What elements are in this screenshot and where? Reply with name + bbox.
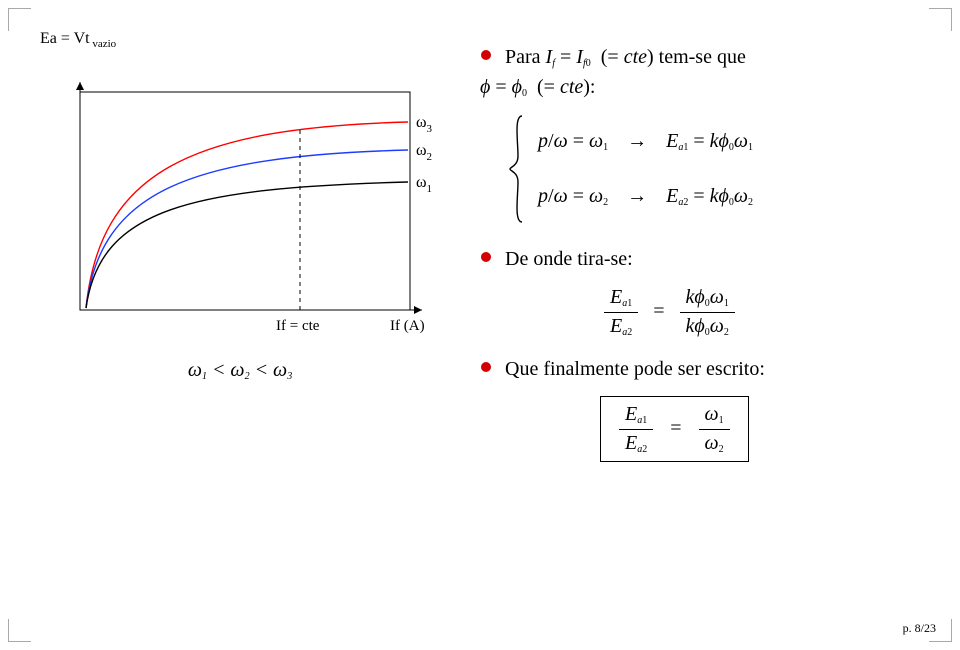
frac-Ea: Ea1 Ea2 (604, 286, 638, 338)
case-1-rhs: Ea1 = kϕ0ω1 (666, 130, 753, 152)
case-2-lhs: p/ω = ω2 (538, 185, 608, 207)
svg-text:ω1: ω1 (416, 174, 432, 195)
case-2-rhs: Ea2 = kϕ0ω2 (666, 185, 753, 207)
bullet-3: Que finalmente pode ser escrito: (480, 352, 930, 384)
cases-group: p/ω = ω1 → Ea1 = kϕ0ω1 p/ω = ω2 → Ea2 = … (508, 114, 930, 224)
right-column: Para If = If0 (= cte) tem-se queϕ = ϕ0 (… (480, 40, 930, 462)
arrow-icon: → (627, 185, 647, 208)
left-column: Ea = Vt vazio ω3 ω2 ω1 If = cte If (A) ω1 < … (40, 30, 440, 382)
svg-text:If = cte: If = cte (276, 318, 320, 334)
chart: ω3 ω2 ω1 If = cte If (A) (40, 56, 440, 341)
y-axis-label: Ea = Vt vazio (40, 30, 440, 50)
frac-kphi: kϕ0ω1 kϕ0ω2 (680, 286, 735, 338)
arrow-icon: → (627, 130, 647, 153)
frac-den: Ea2 (604, 313, 638, 339)
boxed-result: Ea1 Ea2 = ω1 ω2 (600, 396, 749, 462)
frac-den: ω2 (699, 430, 730, 456)
page: Ea = Vt vazio ω3ω2ω1If = cteIf (A) ω1 < … (0, 0, 960, 650)
boxed-frac-left: Ea1 Ea2 (619, 403, 653, 455)
ratio-equation-1: Ea1 Ea2 = kϕ0ω1 kϕ0ω2 (600, 286, 930, 338)
frac-den: Ea2 (619, 430, 653, 456)
crop-corner-tl (8, 8, 31, 31)
omega-inequality: ω1 < ω2 < ω3 (40, 359, 440, 382)
crop-corner-tr (929, 8, 952, 31)
chart-svg: ω3 ω2 ω1 If = cte If (A) (40, 56, 440, 336)
frac-num: Ea1 (619, 403, 653, 430)
boxed-frac-right: ω1 ω2 (699, 403, 730, 455)
bullet-2-text: De onde tira-se: (505, 248, 633, 270)
svg-text:ω2: ω2 (416, 142, 432, 163)
bullet-3-text: Que finalmente pode ser escrito: (505, 358, 765, 380)
cases: p/ω = ω1 → Ea1 = kϕ0ω1 p/ω = ω2 → Ea2 = … (538, 114, 753, 224)
case-2: p/ω = ω2 → Ea2 = kϕ0ω2 (538, 185, 753, 208)
bullet-2: De onde tira-se: (480, 242, 930, 274)
svg-text:If (A): If (A) (390, 318, 425, 334)
bullet-icon (480, 242, 492, 272)
frac-num: kϕ0ω1 (680, 286, 735, 313)
bullet-icon (480, 352, 492, 382)
bullet-icon (480, 40, 492, 70)
frac-num: Ea1 (604, 286, 638, 313)
bullet-1-text: Para If = If0 (= cte) tem-se queϕ = ϕ0 (… (480, 46, 746, 98)
page-number: p. 8/23 (903, 621, 936, 636)
left-brace-icon (508, 114, 528, 224)
svg-text:ω3: ω3 (416, 114, 433, 135)
bullet-1: Para If = If0 (= cte) tem-se queϕ = ϕ0 (… (480, 40, 930, 102)
frac-num: ω1 (699, 403, 730, 430)
crop-corner-bl (8, 619, 31, 642)
frac-den: kϕ0ω2 (680, 313, 735, 339)
case-1: p/ω = ω1 → Ea1 = kϕ0ω1 (538, 130, 753, 153)
case-1-lhs: p/ω = ω1 (538, 130, 608, 152)
